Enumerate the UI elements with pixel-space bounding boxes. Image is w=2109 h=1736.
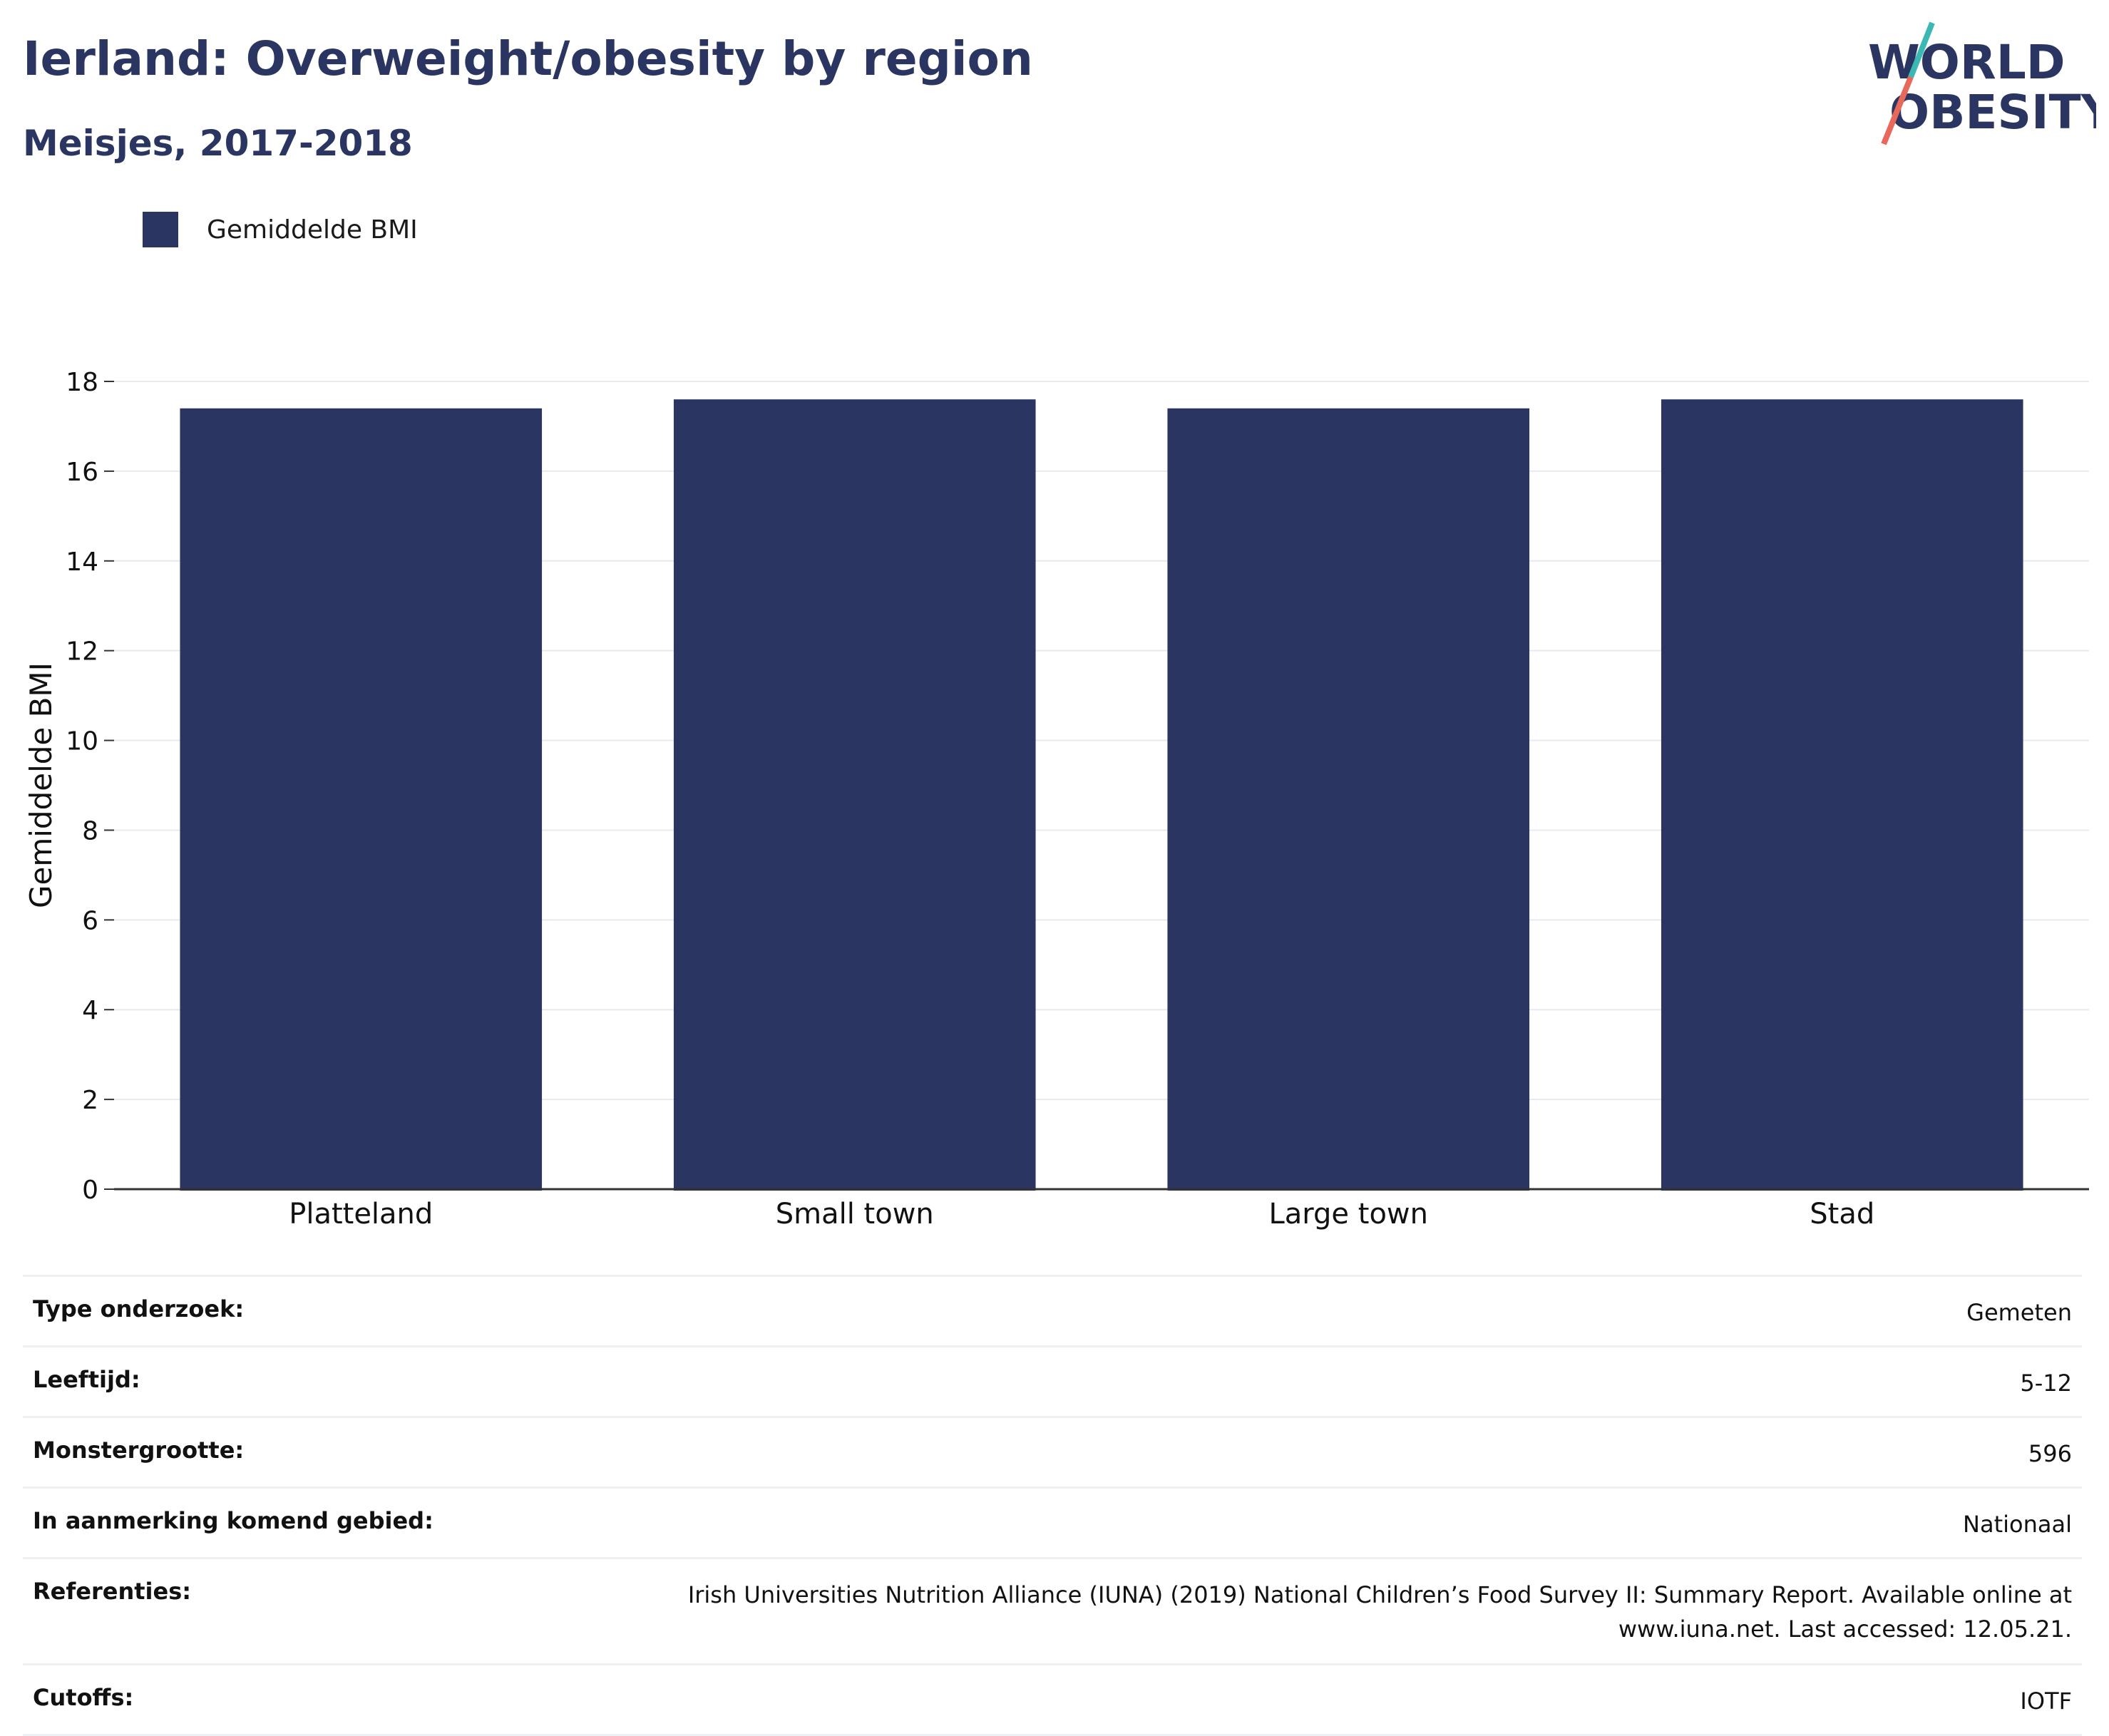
chart-title: Ierland: Overweight/obesity by region — [23, 31, 1033, 86]
logo-slash-bottom — [1881, 76, 1914, 145]
meta-row-sample-size: Monstergrootte: 596 — [23, 1418, 2082, 1489]
logo-line1: WORLD — [1868, 35, 2066, 90]
meta-label: Cutoffs: — [33, 1684, 134, 1711]
y-tick-label: 0 — [82, 1176, 98, 1205]
meta-value: 596 — [2028, 1440, 2072, 1467]
logo-slash-top — [1908, 21, 1935, 78]
meta-value: IOTF — [2020, 1688, 2072, 1715]
meta-label: In aanmerking komend gebied: — [33, 1507, 433, 1534]
bar-platteland[interactable] — [180, 408, 543, 1191]
chart-subtitle: Meisjes, 2017-2018 — [23, 123, 413, 164]
bar-chart: 0 2 4 6 8 10 12 14 16 18 Platteland Small town Large… — [24, 368, 2089, 1231]
bar-small-town[interactable] — [673, 399, 1036, 1191]
bar-large-town[interactable] — [1167, 408, 1530, 1191]
x-tick-label: Large town — [1269, 1198, 1428, 1231]
y-tick-label: 2 — [82, 1086, 98, 1115]
legend-swatch — [143, 212, 178, 247]
meta-row-references: Referenties: Irish Universities Nutritio… — [23, 1559, 2082, 1665]
y-axis-title: Gemiddelde BMI — [24, 662, 58, 908]
y-tick-label: 14 — [66, 548, 98, 577]
x-tick-label: Small town — [776, 1198, 934, 1231]
y-tick-label: 18 — [66, 368, 98, 397]
meta-value: 5-12 — [2020, 1370, 2072, 1397]
meta-row-cutoffs: Cutoffs: IOTF — [23, 1665, 2082, 1736]
meta-label: Leeftijd: — [33, 1366, 140, 1393]
chart-legend[interactable]: Gemiddelde BMI — [143, 211, 418, 248]
y-tick-label: 12 — [66, 637, 98, 667]
meta-row-age: Leeftijd: 5-12 — [23, 1347, 2082, 1418]
y-tick-label: 4 — [82, 996, 98, 1025]
y-tick-label: 8 — [82, 816, 98, 846]
meta-row-area: In aanmerking komend gebied: Nationaal — [23, 1489, 2082, 1559]
meta-value: Gemeten — [1966, 1299, 2072, 1326]
legend-label: Gemiddelde BMI — [207, 215, 418, 245]
meta-value-reference[interactable]: Irish Universities Nutrition Alliance (I… — [687, 1581, 2072, 1643]
x-tick-label: Platteland — [289, 1198, 433, 1231]
meta-label: Type onderzoek: — [33, 1295, 245, 1322]
y-tick-label: 6 — [82, 906, 98, 935]
world-obesity-logo: WORLD OBESITY — [1868, 21, 2096, 145]
x-tick-label: Stad — [1810, 1198, 1874, 1231]
meta-label: Monstergrootte: — [33, 1437, 245, 1464]
y-tick-label: 10 — [66, 727, 98, 756]
y-tick-label: 16 — [66, 458, 98, 487]
meta-value: Nationaal — [1963, 1511, 2072, 1538]
bar-stad[interactable] — [1661, 399, 2023, 1191]
logo-line2: OBESITY — [1889, 85, 2096, 140]
meta-label: Referenties: — [33, 1578, 192, 1605]
meta-row-type: Type onderzoek: Gemeten — [23, 1277, 2082, 1347]
metadata-table: Type onderzoek: Gemeten Leeftijd: 5-12 M… — [23, 1275, 2082, 1736]
